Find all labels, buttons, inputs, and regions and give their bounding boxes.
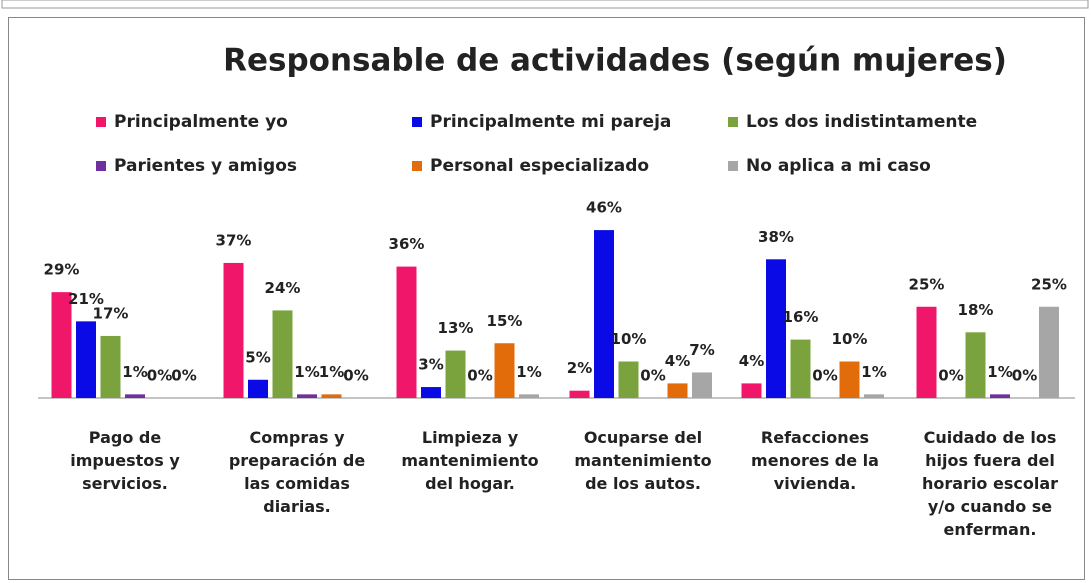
value-label: 1% xyxy=(516,363,541,381)
value-label: 24% xyxy=(265,279,301,297)
legend-swatch xyxy=(412,117,422,127)
x-tick-label: Refacciones menores de la vivienda. xyxy=(751,428,879,493)
bar xyxy=(667,383,688,398)
bar xyxy=(864,394,884,398)
bar xyxy=(569,390,590,398)
value-label: 5% xyxy=(245,348,270,366)
value-label: 0% xyxy=(938,367,963,385)
chart-title: Responsable de actividades (según mujere… xyxy=(223,43,1007,79)
top-frame xyxy=(1,0,1089,9)
bar xyxy=(76,321,96,398)
value-label: 0% xyxy=(343,367,368,385)
value-label: 10% xyxy=(611,330,647,348)
x-tick-label: Limpieza y mantenimiento del hogar. xyxy=(401,428,539,493)
bar xyxy=(51,292,72,398)
legend-label: Principalmente mi pareja xyxy=(430,112,671,132)
legend-label: No aplica a mi caso xyxy=(746,156,931,176)
bar xyxy=(692,372,712,398)
value-label: 7% xyxy=(689,341,714,359)
bar xyxy=(396,266,417,398)
value-label: 18% xyxy=(958,301,994,319)
value-label: 0% xyxy=(467,367,492,385)
x-tick-label: Pago de impuestos y servicios. xyxy=(70,428,180,493)
bar xyxy=(1039,306,1059,398)
value-label: 25% xyxy=(909,275,945,293)
legend-label: Parientes y amigos xyxy=(114,156,297,176)
value-label: 1% xyxy=(122,363,147,381)
value-label: 3% xyxy=(418,356,443,374)
legend-label: Principalmente yo xyxy=(114,112,288,132)
value-label: 0% xyxy=(147,367,172,385)
bar xyxy=(297,394,317,398)
chart-frame xyxy=(8,17,1085,580)
legend-swatch xyxy=(728,117,738,127)
value-label: 13% xyxy=(438,319,474,337)
x-tick-label: Compras y preparación de las comidas dia… xyxy=(228,428,366,516)
value-label: 16% xyxy=(783,308,819,326)
value-label: 1% xyxy=(861,363,886,381)
bar xyxy=(519,394,539,398)
bar xyxy=(741,383,762,398)
value-label: 0% xyxy=(1012,367,1037,385)
bar xyxy=(618,361,639,398)
bar xyxy=(790,339,811,398)
bar xyxy=(965,332,986,398)
bar xyxy=(248,379,268,398)
value-label: 46% xyxy=(586,199,622,217)
value-label: 36% xyxy=(389,235,425,253)
bar xyxy=(223,262,244,398)
value-label: 1% xyxy=(987,363,1012,381)
value-label: 0% xyxy=(640,367,665,385)
x-tick-label: Cuidado de los hijos fuera del horario e… xyxy=(921,428,1059,539)
bar xyxy=(321,394,342,398)
x-tick-label: Ocuparse del mantenimiento de los autos. xyxy=(574,428,712,493)
bar xyxy=(445,350,466,398)
bar xyxy=(766,259,786,398)
bar xyxy=(272,310,293,398)
value-label: 0% xyxy=(171,367,196,385)
bar xyxy=(125,394,145,398)
value-label: 17% xyxy=(93,304,129,322)
value-label: 1% xyxy=(319,363,344,381)
bar xyxy=(594,230,614,398)
value-label: 15% xyxy=(487,312,523,330)
legend-label: Los dos indistintamente xyxy=(746,112,977,132)
bar xyxy=(494,343,515,398)
bar xyxy=(421,387,441,398)
legend-swatch xyxy=(728,161,738,171)
value-label: 21% xyxy=(68,290,104,308)
legend-swatch xyxy=(96,117,106,127)
legend-label: Personal especializado xyxy=(430,156,649,176)
value-label: 4% xyxy=(665,352,690,370)
bar xyxy=(839,361,860,398)
value-label: 38% xyxy=(758,228,794,246)
value-label: 1% xyxy=(294,363,319,381)
legend-swatch xyxy=(96,161,106,171)
legend-swatch xyxy=(412,161,422,171)
value-label: 25% xyxy=(1031,275,1067,293)
value-label: 2% xyxy=(567,359,592,377)
value-label: 0% xyxy=(812,367,837,385)
value-label: 37% xyxy=(216,231,252,249)
value-label: 10% xyxy=(832,330,868,348)
value-label: 4% xyxy=(739,352,764,370)
bar xyxy=(100,335,121,398)
bar xyxy=(990,394,1010,398)
value-label: 29% xyxy=(44,261,80,279)
bar xyxy=(916,306,937,398)
